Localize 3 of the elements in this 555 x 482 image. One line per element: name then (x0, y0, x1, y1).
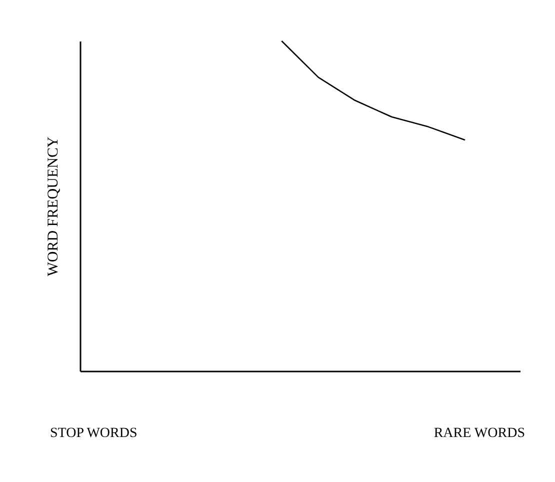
text: STOP WORDS (50, 426, 138, 441)
text: RARE WORDS (434, 426, 525, 441)
y-axis-title: WORD FREQUENCY (46, 136, 62, 276)
